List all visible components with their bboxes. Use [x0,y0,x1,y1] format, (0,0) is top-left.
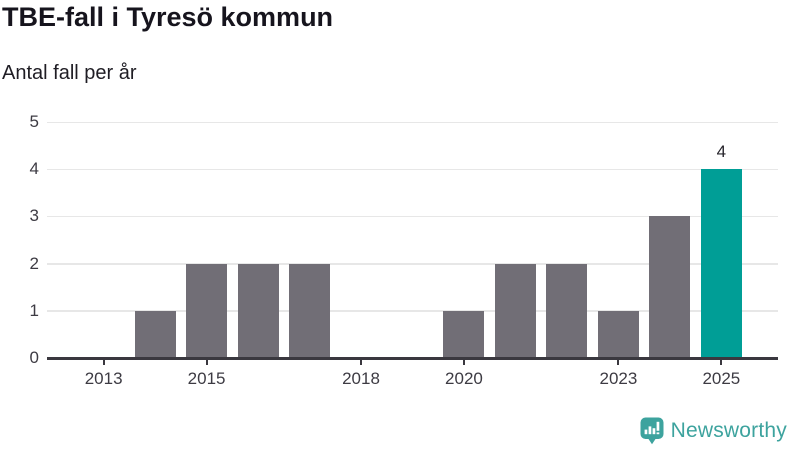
y-axis-label-1: 1 [29,300,39,320]
x-tick-2023 [617,359,620,365]
gridline-y5 [47,121,778,123]
bar-2014 [134,310,176,358]
x-axis-label-2013: 2013 [84,369,123,388]
x-tick-2018 [360,359,363,365]
y-axis-label-2: 2 [29,253,39,273]
x-tick-2020 [462,359,465,365]
bar-2015 [186,263,228,358]
x-axis-label-2015: 2015 [187,369,226,388]
x-axis-label-2025: 2025 [702,369,741,388]
bar-2023 [597,310,639,358]
x-axis-label-2023: 2023 [599,369,638,388]
gridline-y1 [47,310,778,312]
x-axis-label-2018: 2018 [342,369,380,388]
bar-2020 [443,310,485,358]
gridline-y3 [47,215,778,218]
x-axis-label-2020: 2020 [445,369,483,388]
bar-2024 [649,216,691,358]
x-tick-2013 [102,359,105,365]
y-axis-label-3: 3 [29,206,39,226]
bar-2025 [700,169,742,358]
y-axis-label-4: 4 [29,159,39,179]
x-tick-2025 [720,359,723,365]
newsworthy-logo-text: Newsworthy [670,419,787,442]
bar-value-label-2025: 4 [716,142,727,162]
y-axis-label-5: 5 [29,112,39,131]
bar-2022 [546,263,588,358]
bar-chart-plot-area: 0 1 2 3 4 5 2013 2015 2018 2020 2023 2025 4 [30,113,778,388]
bar-2016 [237,263,279,358]
chart-title: TBE-fall i Tyresö kommun [2,2,334,32]
newsworthy-logo: Newsworthy [640,417,787,445]
x-axis-line [47,356,778,360]
gridline-y2 [47,263,778,265]
bar-2017 [289,263,331,358]
x-tick-2015 [205,359,208,365]
bar-2021 [494,263,536,358]
newsworthy-bar-chart-bubble-icon [640,417,664,445]
gridline-y4 [47,168,778,171]
chart-subtitle: Antal fall per år [2,62,137,84]
y-axis-label-0: 0 [29,348,39,367]
